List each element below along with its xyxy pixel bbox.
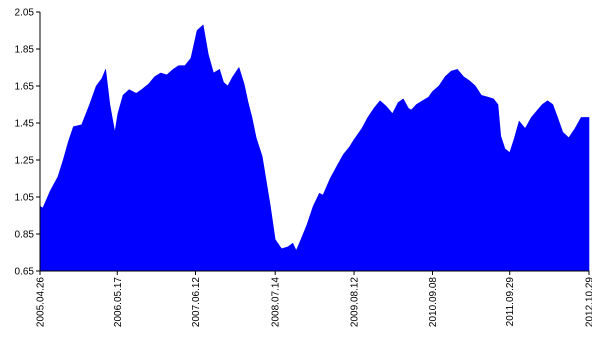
- plot-area: [39, 24, 590, 272]
- y-tick-label: 1.65: [15, 82, 35, 93]
- y-tick-label: 1.05: [15, 193, 35, 204]
- x-tick-label: 2012.10.29: [585, 277, 592, 327]
- y-tick-label: 0.65: [15, 267, 35, 278]
- x-tick-label: 2006.05.17: [113, 277, 124, 327]
- x-tick-label: 2007.06.12: [191, 277, 202, 327]
- y-tick-label: 1.25: [15, 156, 35, 167]
- x-tick-label: 2009.08.12: [350, 277, 361, 327]
- y-axis-ticks: 0.65 0.85 1.05 1.25 1.45 1.65 1.85 2.05: [15, 8, 40, 278]
- x-tick-label: 2011.09.29: [505, 277, 516, 327]
- x-tick-label: 2005.04.26: [36, 277, 47, 327]
- x-tick-label: 2010.09.08: [428, 277, 439, 327]
- y-tick-label: 1.85: [15, 45, 35, 56]
- axes: [39, 12, 589, 272]
- y-tick-label: 2.05: [15, 8, 35, 19]
- y-tick-label: 1.45: [15, 119, 35, 130]
- x-tick-label: 2008.07.14: [271, 277, 282, 327]
- x-axis-ticks: 2005.04.26 2006.05.17 2007.06.12 2008.07.14…: [36, 271, 592, 327]
- area-series-0: [39, 24, 590, 272]
- y-tick-label: 0.85: [15, 230, 35, 241]
